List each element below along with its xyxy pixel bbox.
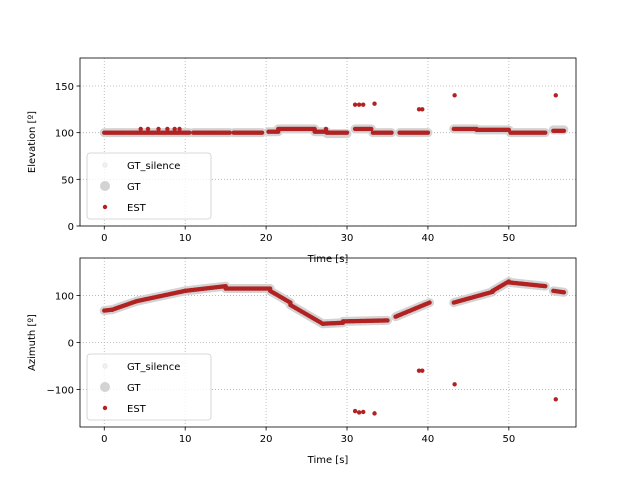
axes-frame: [79, 57, 577, 227]
legend-label: GT_silence: [127, 362, 180, 373]
legend: GT_silence GT EST: [86, 353, 212, 421]
est-point: [138, 126, 143, 132]
est-point: [187, 130, 192, 135]
est-series: [102, 93, 567, 135]
est-point: [543, 130, 548, 135]
y-tick-label: −100: [47, 385, 74, 396]
est-point: [452, 93, 457, 98]
est-point: [416, 107, 422, 112]
est-point: [323, 126, 329, 132]
legend-marker: [102, 363, 108, 369]
est-point: [420, 107, 425, 112]
y-tick-label: 0: [68, 339, 74, 350]
est-point: [389, 130, 394, 135]
y-tick-label: 150: [55, 82, 74, 93]
est-point: [385, 318, 390, 323]
elevation-panel: 0 10 20 30 40 50 0 50 100 150 Time [s] Elevation [º…: [27, 57, 577, 265]
legend-marker: [102, 162, 108, 168]
est-point: [227, 130, 232, 135]
est-point: [372, 101, 377, 106]
est-point: [553, 397, 558, 402]
x-tick-label: 20: [260, 434, 273, 445]
legend: GT_silence GT EST: [86, 152, 212, 220]
est-point: [356, 410, 362, 415]
est-point: [145, 126, 151, 132]
est-point: [420, 368, 425, 373]
est-point: [356, 102, 362, 107]
x-axis-label: Time [s]: [307, 455, 349, 466]
y-tick-label: 50: [61, 175, 74, 186]
est-point: [543, 283, 548, 289]
x-tick-label: 50: [502, 233, 515, 244]
legend-marker: [102, 405, 108, 411]
est-series: [102, 279, 567, 416]
x-tick-label: 40: [422, 233, 435, 244]
est-point: [259, 130, 265, 135]
est-point: [416, 368, 422, 373]
x-tick-label: 50: [502, 434, 515, 445]
x-axis-label: Time [s]: [307, 254, 349, 265]
azimuth-panel: 0 10 20 30 40 50 −100 0 100 Time [s] Azimuth [º] GT…: [27, 257, 577, 466]
x-tick-label: 0: [101, 434, 107, 445]
est-point: [165, 126, 170, 132]
est-point: [156, 126, 161, 132]
legend-label: EST: [127, 404, 147, 415]
y-axis-label: Elevation [º]: [27, 111, 38, 173]
y-axis-label: Azimuth [º]: [27, 314, 38, 371]
legend-box: [86, 152, 212, 220]
y-tick-label: 100: [55, 292, 74, 303]
est-point: [172, 126, 177, 132]
est-point: [360, 409, 366, 415]
legend-label: GT_silence: [127, 161, 180, 172]
est-point: [360, 102, 366, 107]
legend-label: GT: [127, 383, 141, 394]
x-tick-label: 10: [179, 434, 192, 445]
legend-label: EST: [127, 203, 147, 214]
x-tick-label: 40: [422, 434, 435, 445]
est-point: [425, 130, 431, 135]
est-point: [177, 126, 182, 132]
est-point: [352, 102, 358, 107]
legend-marker: [100, 181, 110, 191]
legend-marker: [102, 204, 108, 210]
x-tick-label: 10: [179, 233, 192, 244]
legend-box: [86, 353, 212, 421]
est-point: [344, 130, 350, 135]
x-tick-label: 20: [260, 233, 273, 244]
est-point: [561, 128, 567, 133]
est-point: [352, 408, 358, 414]
est-point: [553, 93, 558, 98]
est-point: [372, 411, 377, 416]
est-point: [427, 300, 432, 305]
y-tick-label: 100: [55, 129, 74, 140]
x-tick-label: 30: [341, 434, 354, 445]
y-tick-label: 0: [68, 222, 74, 233]
est-point: [561, 290, 567, 295]
est-point: [452, 382, 457, 387]
legend-marker: [100, 382, 110, 392]
est-point: [369, 126, 374, 132]
x-tick-label: 0: [101, 233, 107, 244]
x-tick-label: 30: [341, 233, 354, 244]
legend-label: GT: [127, 182, 141, 193]
